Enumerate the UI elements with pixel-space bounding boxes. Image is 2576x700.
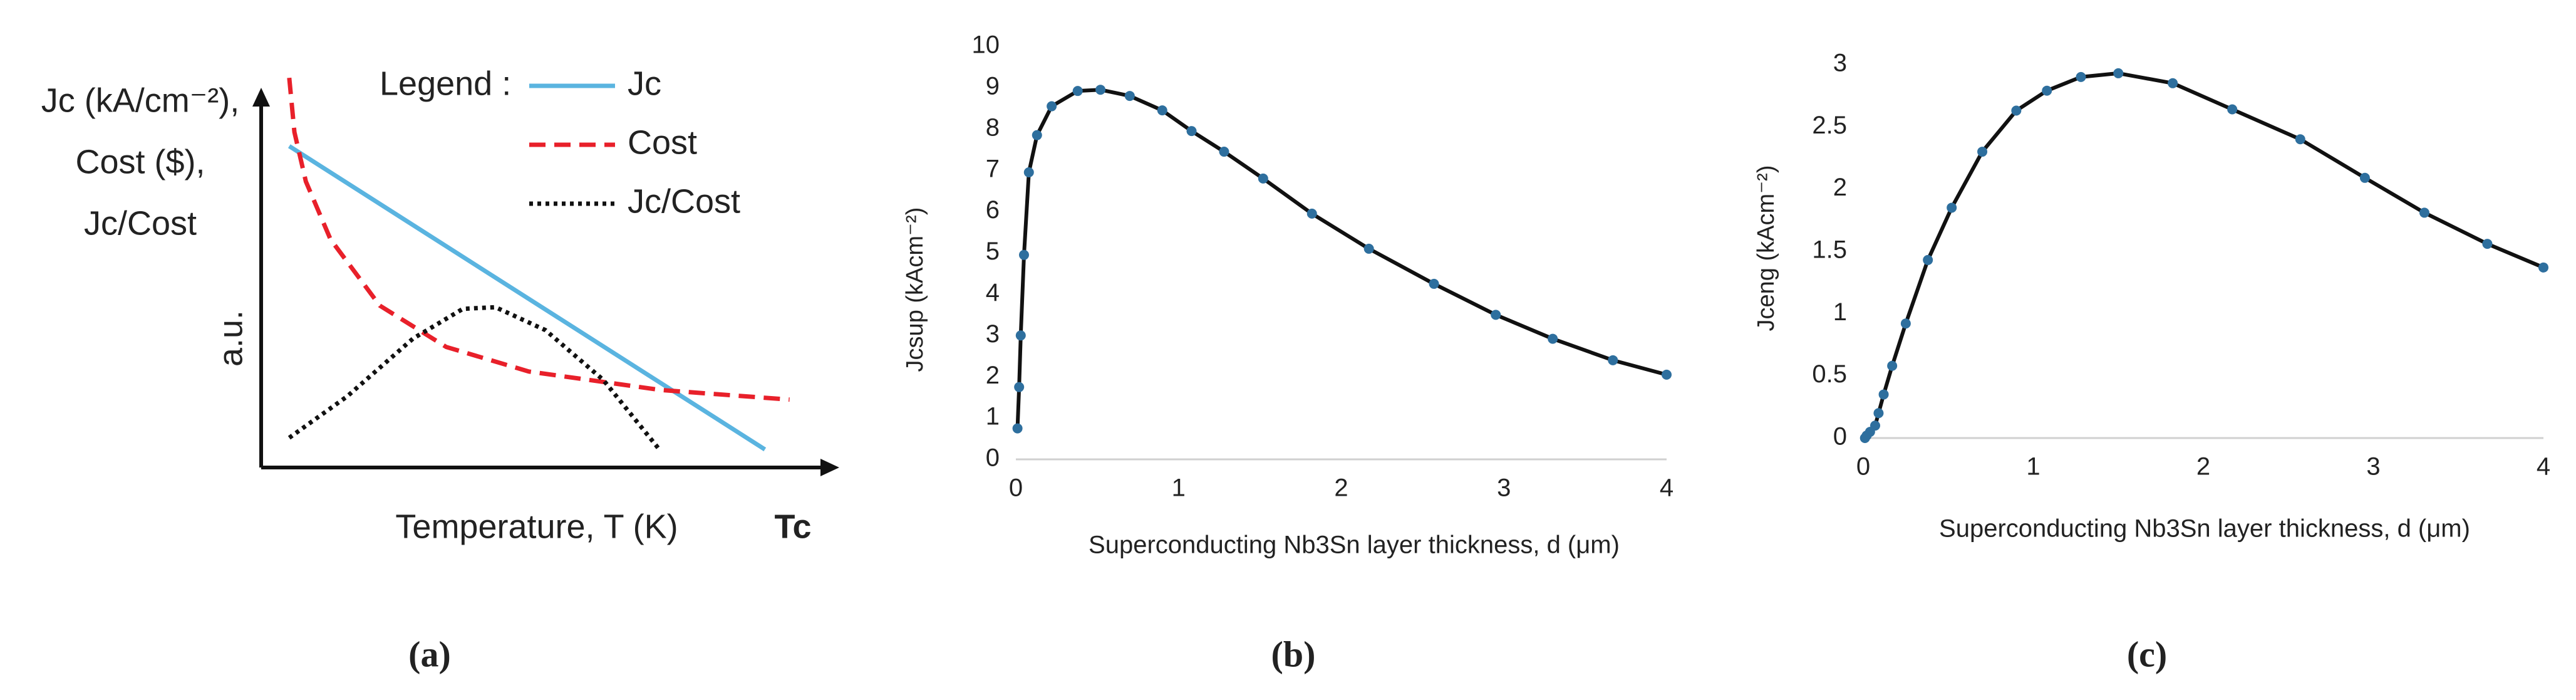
y-label: Jcsup (kAcm⁻²)	[902, 207, 928, 372]
data-point	[2113, 68, 2124, 78]
y-tick-label: 8	[986, 113, 1000, 141]
x-label: Superconducting Nb3Sn layer thickness, d…	[1089, 531, 1620, 559]
series-line	[287, 144, 767, 452]
y-tick-label: 5	[986, 238, 1000, 265]
data-point	[2011, 105, 2022, 116]
y-label: Jceng (kAcm⁻²)	[1753, 165, 1779, 332]
data-point	[1032, 130, 1042, 140]
data-point	[1429, 278, 1439, 289]
y-label: a.u.	[212, 310, 249, 367]
data-point	[1014, 382, 1025, 392]
y-tick-label: 2.5	[1812, 112, 1847, 139]
y-label-line: Jc (kA/cm⁻²),	[41, 81, 239, 119]
data-point	[2042, 85, 2052, 96]
data-point	[1018, 249, 1029, 260]
y-tick-label: 3	[1833, 50, 1847, 77]
data-point	[1873, 408, 1884, 419]
y-label-line: Cost ($),	[75, 143, 205, 180]
data-point	[1900, 318, 1911, 329]
data-point	[1608, 355, 1618, 365]
data-point	[1887, 360, 1898, 371]
data-point	[2168, 78, 2178, 88]
y-label-line: Jc/Cost	[84, 204, 197, 242]
y-tick-label: 3	[986, 320, 1000, 348]
y-tick-label: 1.5	[1812, 236, 1847, 264]
y-tick-label: 0.5	[1812, 360, 1847, 388]
data-point	[1023, 167, 1034, 177]
data-point	[2482, 239, 2493, 249]
y-axis-arrow	[252, 88, 270, 107]
y-tick-label: 2	[1833, 174, 1847, 201]
data-line	[1015, 88, 1667, 429]
data-line	[1863, 71, 2545, 439]
legend-title: Legend :	[380, 65, 511, 102]
x-end-label: Tc	[774, 508, 811, 545]
data-point	[1186, 126, 1197, 137]
caption: (a)	[408, 634, 451, 674]
x-tick-label: 2	[1334, 474, 1348, 502]
y-tick-label: 1	[1833, 298, 1847, 326]
x-tick-label: 3	[2366, 453, 2380, 481]
data-point	[2359, 172, 2370, 183]
caption: (c)	[2127, 634, 2167, 674]
data-point	[2538, 262, 2548, 273]
y-tick-label: 10	[972, 31, 1000, 59]
data-point	[1878, 389, 1889, 400]
data-point	[1870, 421, 1881, 431]
x-tick-label: 4	[2537, 453, 2550, 481]
data-point	[1219, 147, 1229, 157]
x-label: Temperature, T (K)	[395, 508, 678, 545]
y-tick-label: 9	[986, 72, 1000, 100]
y-tick-label: 4	[986, 279, 1000, 306]
series-line	[287, 305, 663, 452]
data-point	[1662, 369, 1672, 380]
data-point	[1015, 330, 1026, 341]
data-point	[1072, 86, 1083, 97]
legend-label: Cost	[628, 123, 697, 161]
legend-label: Jc	[628, 65, 661, 102]
data-point	[1306, 208, 1317, 219]
y-tick-label: 7	[986, 155, 1000, 182]
data-point	[1157, 105, 1167, 116]
data-point	[1977, 147, 1988, 157]
data-point	[1548, 333, 1558, 344]
series-line	[287, 77, 790, 402]
y-tick-label: 2	[986, 362, 1000, 389]
x-tick-label: 0	[1009, 474, 1023, 502]
data-point	[1923, 254, 1933, 265]
caption: (b)	[1271, 634, 1316, 674]
data-point	[1258, 173, 1268, 184]
y-tick-label: 0	[986, 444, 1000, 472]
x-axis-arrow	[820, 459, 839, 476]
data-point	[2227, 104, 2238, 115]
data-point	[1047, 101, 1057, 112]
data-point	[2076, 71, 2086, 82]
x-tick-label: 0	[1856, 453, 1870, 481]
data-point	[1491, 310, 1501, 320]
data-point	[1124, 91, 1135, 102]
data-point	[2295, 134, 2305, 145]
x-tick-label: 1	[2026, 453, 2040, 481]
x-tick-label: 4	[1660, 474, 1673, 502]
data-point	[1363, 243, 1374, 254]
data-point	[1095, 85, 1106, 95]
x-label: Superconducting Nb3Sn layer thickness, d…	[1939, 515, 2470, 543]
x-tick-label: 2	[2196, 453, 2210, 481]
data-point	[2419, 207, 2429, 218]
y-tick-label: 6	[986, 196, 1000, 224]
y-tick-label: 0	[1833, 423, 1847, 451]
y-tick-label: 1	[986, 403, 1000, 431]
x-tick-label: 3	[1497, 474, 1511, 502]
data-point	[1947, 202, 1957, 213]
data-point	[1012, 423, 1023, 434]
legend-label: Jc/Cost	[628, 182, 740, 220]
x-tick-label: 1	[1172, 474, 1186, 502]
